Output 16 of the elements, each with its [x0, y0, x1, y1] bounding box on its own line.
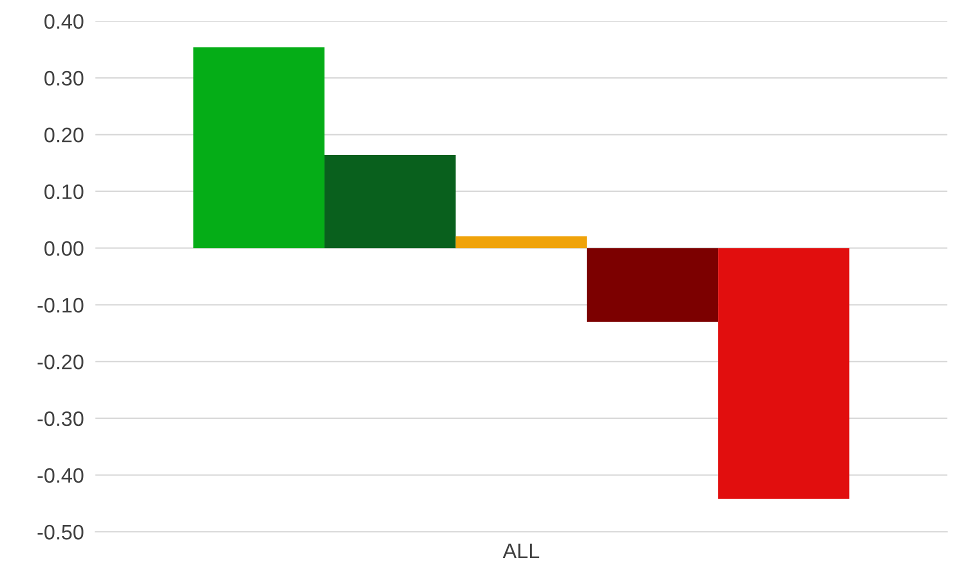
y-tick-label: -0.10	[38, 298, 84, 313]
bar	[193, 47, 324, 248]
bar	[456, 236, 587, 248]
x-tick-label: ALL	[502, 544, 540, 558]
y-tick-label: -0.20	[38, 354, 84, 370]
y-tick-label: -0.30	[38, 411, 84, 426]
bar	[324, 155, 456, 248]
y-tick-label: -0.40	[38, 468, 84, 483]
y-tick-label: 0.30	[44, 70, 84, 86]
y-tick-label: 0.10	[44, 184, 84, 200]
y-tick-label: -0.50	[38, 524, 84, 540]
bar	[718, 248, 850, 499]
y-tick-label: 0.00	[44, 241, 84, 256]
y-tick-label: 0.20	[44, 128, 84, 142]
bar	[586, 248, 718, 322]
y-tick-label: 0.40	[44, 14, 84, 29]
